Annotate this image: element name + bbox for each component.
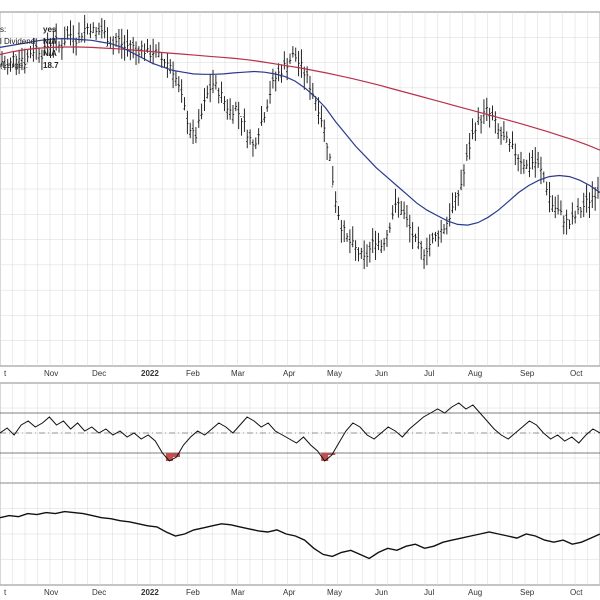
x-tick-label: Oct	[570, 588, 583, 597]
relative-line	[0, 510, 600, 560]
x-tick-label: 2022	[141, 588, 159, 597]
x-tick-label: Jul	[424, 588, 434, 597]
x-tick-label: Aug	[468, 369, 482, 378]
oscillator-grid	[0, 383, 600, 483]
x-tick-label: May	[327, 369, 342, 378]
x-tick-label: Sep	[520, 588, 535, 597]
x-tick-label: Aug	[468, 588, 482, 597]
relative-panel	[0, 482, 600, 586]
x-tick-label: t	[4, 588, 7, 597]
info-value-3: N/A	[43, 49, 57, 58]
x-tick-label: May	[327, 588, 342, 597]
x-tick-label: Nov	[44, 588, 58, 597]
x-tick-label: t	[4, 369, 7, 378]
x-tick-label: Apr	[283, 588, 296, 597]
info-value-4: 18.7	[43, 61, 59, 70]
x-tick-label: Jul	[424, 369, 434, 378]
oscillator-panel	[0, 382, 600, 484]
x-tick-label: Oct	[570, 369, 583, 378]
relative-grid	[0, 483, 600, 585]
ma-short-line	[0, 37, 600, 226]
x-tick-label: Feb	[186, 369, 200, 378]
info-label-1: s:	[0, 25, 6, 34]
x-tick-label: Dec	[92, 369, 106, 378]
x-tick-label: Mar	[231, 588, 245, 597]
price-grid	[0, 12, 600, 366]
bottom-x-axis: t Nov Dec 2022 Feb Mar Apr May Jun Jul Aug Sep Oct	[4, 588, 583, 597]
x-tick-label: Jun	[375, 369, 388, 378]
info-label-4: (Large):	[0, 61, 28, 70]
info-label-2: l Dividend:	[0, 37, 37, 46]
ma-long-line	[0, 46, 600, 151]
x-tick-label: 2022	[141, 369, 159, 378]
x-tick-label: Nov	[44, 369, 58, 378]
info-value-1: yes	[43, 25, 57, 34]
x-tick-label: Jun	[375, 588, 388, 597]
x-tick-label: Dec	[92, 588, 106, 597]
x-tick-label: Mar	[231, 369, 245, 378]
price-x-axis: t Nov Dec 2022 Feb Mar Apr May Jun Jul Aug Sep Oct	[4, 369, 583, 378]
price-panel	[0, 11, 600, 367]
info-value-2: N/A	[43, 37, 57, 46]
x-tick-label: Feb	[186, 588, 200, 597]
info-block: s: yes l Dividend: N/A N/A (Large): 18.7	[0, 25, 59, 70]
x-tick-label: Sep	[520, 369, 535, 378]
x-tick-label: Apr	[283, 369, 296, 378]
oscillator-line	[0, 402, 600, 462]
